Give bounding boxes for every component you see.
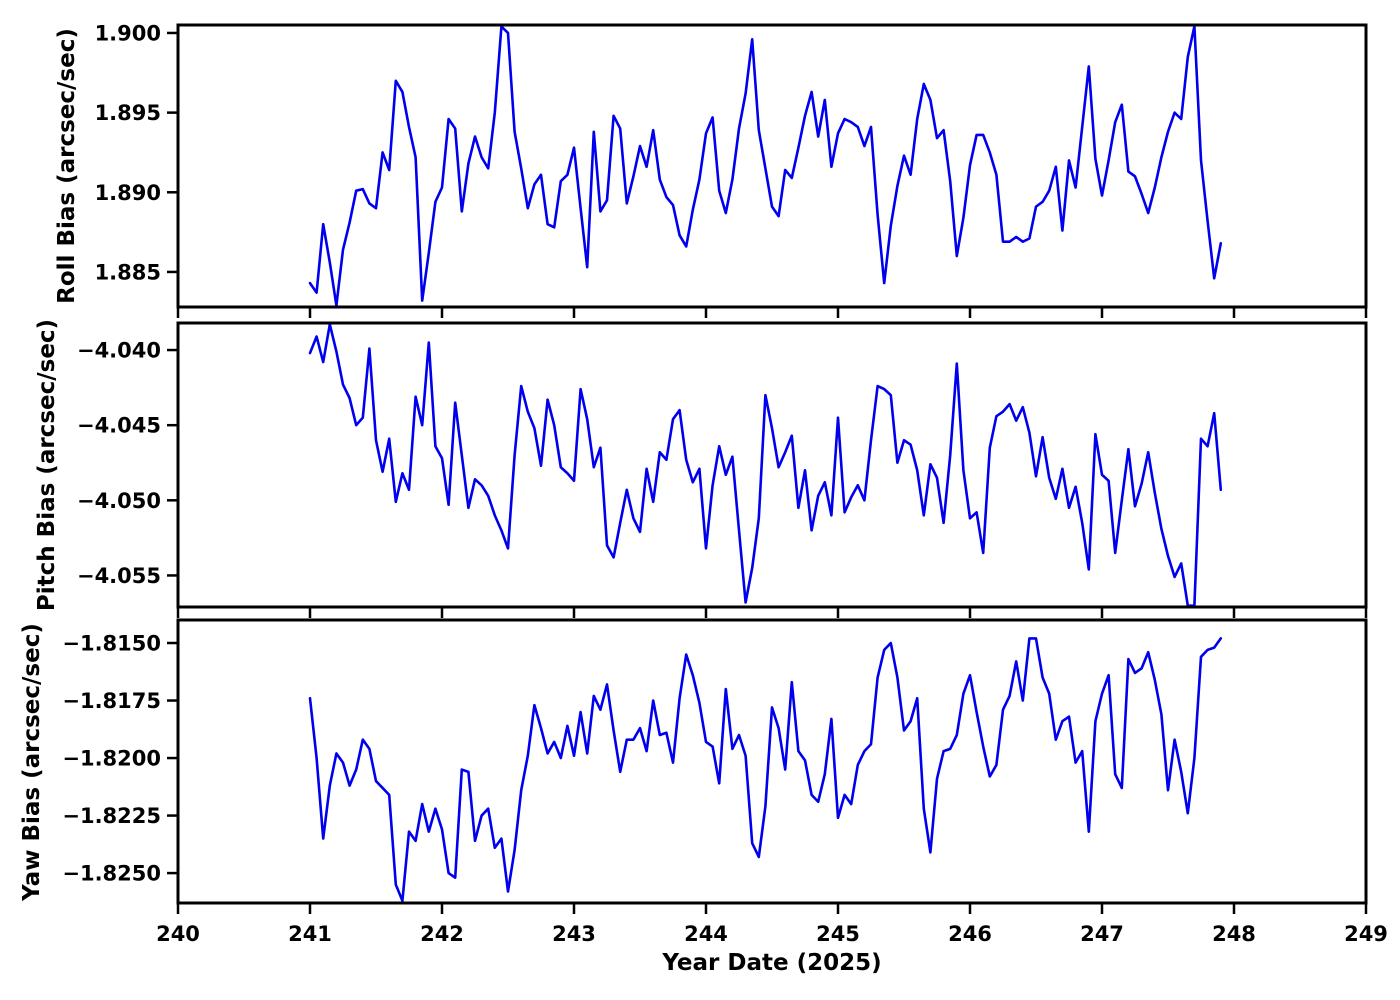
yaw-bias-axis-label: Yaw Bias (arcsec/sec) bbox=[19, 622, 45, 901]
yaw-bias-subplot: −1.8250 −1.8225 −1.8200 −1.8175 −1.8150 240 24… bbox=[62, 618, 1388, 946]
x-tick-label: 249 bbox=[1344, 922, 1388, 946]
roll-bias-ytick-label: 1.895 bbox=[95, 101, 161, 125]
yaw-bias-ytick-label: −1.8200 bbox=[62, 747, 161, 771]
roll-bias-ytick-label: 1.885 bbox=[95, 260, 161, 284]
x-tick-label: 246 bbox=[948, 922, 992, 946]
pitch-bias-ytick-label: −4.040 bbox=[77, 339, 161, 363]
pitch-bias-subplot: −4.055 −4.050 −4.045 −4.040 bbox=[77, 321, 1368, 618]
x-tick-label: 242 bbox=[420, 922, 464, 946]
roll-bias-ytick-label: 1.890 bbox=[95, 181, 161, 205]
yaw-bias-ytick-label: −1.8150 bbox=[62, 632, 161, 656]
yaw-bias-ytick-label: −1.8175 bbox=[62, 689, 161, 713]
x-tick-label: 243 bbox=[552, 922, 596, 946]
pitch-bias-ytick-label: −4.050 bbox=[77, 489, 161, 513]
roll-bias-subplot: 1.885 1.890 1.895 1.900 bbox=[95, 21, 1368, 318]
yaw-bias-frame bbox=[176, 618, 1368, 905]
yaw-bias-ytick-label: −1.8225 bbox=[62, 804, 161, 828]
yaw-bias-line bbox=[308, 637, 1223, 903]
x-tick-label: 241 bbox=[288, 922, 332, 946]
pitch-bias-ytick-label: −4.045 bbox=[77, 414, 161, 438]
x-tick-label: 248 bbox=[1212, 922, 1256, 946]
roll-bias-frame bbox=[176, 23, 1368, 309]
yaw-bias-ytick-label: −1.8250 bbox=[62, 862, 161, 886]
pitch-bias-frame bbox=[176, 321, 1368, 609]
x-tick-label: 240 bbox=[156, 922, 200, 946]
pitch-bias-ytick-label: −4.055 bbox=[77, 564, 161, 588]
x-tick-label: 244 bbox=[684, 922, 728, 946]
x-tick-label: 245 bbox=[816, 922, 860, 946]
roll-bias-ytick-label: 1.900 bbox=[95, 21, 161, 45]
roll-bias-line bbox=[308, 24, 1223, 307]
x-axis-label: Year Date (2025) bbox=[662, 950, 882, 976]
x-tick-label: 247 bbox=[1080, 922, 1124, 946]
pitch-bias-line bbox=[308, 322, 1223, 608]
